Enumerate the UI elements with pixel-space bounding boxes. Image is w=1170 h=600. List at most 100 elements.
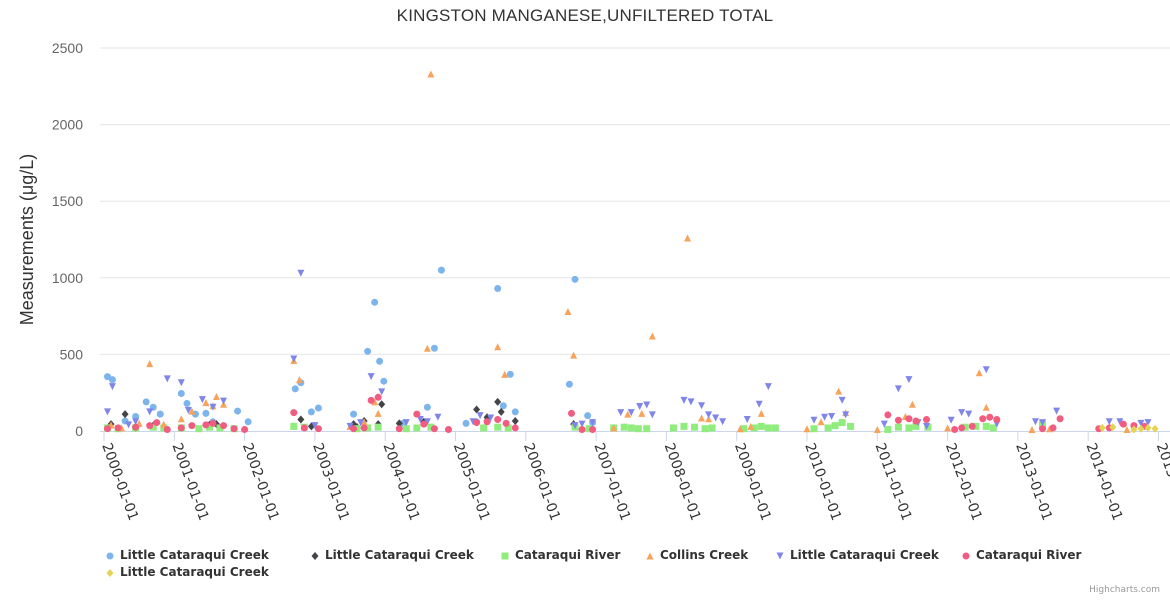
legend-item[interactable]: Cataraqui River xyxy=(962,548,1081,562)
data-point xyxy=(297,415,305,424)
data-point xyxy=(750,424,758,432)
data-point xyxy=(497,407,505,416)
data-point xyxy=(402,425,410,433)
data-point xyxy=(1053,407,1061,415)
x-tick-label: 2009-01-01 xyxy=(731,441,774,523)
data-point xyxy=(160,420,168,428)
data-point xyxy=(177,389,185,397)
data-point xyxy=(290,422,298,430)
data-point xyxy=(423,403,431,411)
data-point xyxy=(202,399,210,407)
y-tick-label: 0 xyxy=(75,423,83,439)
data-point xyxy=(578,420,586,428)
data-point xyxy=(374,393,382,401)
data-point xyxy=(705,411,713,419)
x-tick-label: 2012-01-01 xyxy=(942,441,985,523)
data-point xyxy=(395,419,403,428)
data-point xyxy=(1151,424,1159,433)
data-point xyxy=(691,423,699,431)
legend-item[interactable]: Little Cataraqui Creek xyxy=(776,548,939,562)
data-point xyxy=(494,423,502,431)
x-tick-label: 2015-01-01 xyxy=(1153,441,1170,523)
data-point xyxy=(198,396,206,404)
x-tick-label: 2006-01-01 xyxy=(520,441,563,523)
data-point xyxy=(502,419,510,427)
data-point xyxy=(1098,423,1106,432)
data-point xyxy=(311,422,319,430)
data-point xyxy=(314,404,322,412)
y-tick-label: 500 xyxy=(60,346,84,362)
triangle-marker-icon xyxy=(646,552,654,559)
data-point xyxy=(648,411,656,419)
legend-item[interactable]: Little Cataraqui Creek xyxy=(311,548,474,562)
data-point xyxy=(476,412,484,420)
legend-symbol xyxy=(311,551,319,560)
legend-item[interactable]: Little Cataraqui Creek xyxy=(106,565,269,579)
data-point xyxy=(743,416,751,424)
diamond-marker-icon xyxy=(106,568,114,577)
data-point xyxy=(462,419,470,427)
data-point xyxy=(212,393,220,401)
data-point xyxy=(961,423,969,431)
legend-label: Little Cataraqui Creek xyxy=(325,548,474,562)
data-point xyxy=(643,425,651,433)
data-point xyxy=(979,415,987,423)
legend-label: Cataraqui River xyxy=(515,548,621,562)
data-point xyxy=(290,409,298,417)
data-point xyxy=(378,400,386,409)
data-point xyxy=(290,355,298,363)
x-tick-label: 2014-01-01 xyxy=(1082,441,1125,523)
data-point xyxy=(241,425,249,433)
x-tick-label: 2005-01-01 xyxy=(450,441,493,523)
data-point xyxy=(132,412,140,420)
data-point xyxy=(108,383,116,391)
data-point xyxy=(578,425,586,433)
data-point xyxy=(564,308,572,316)
data-point xyxy=(912,417,920,425)
data-point xyxy=(374,423,382,431)
data-point xyxy=(982,403,990,411)
data-point xyxy=(511,417,519,426)
credits-link[interactable]: Highcharts.com xyxy=(1089,585,1160,595)
data-point xyxy=(905,424,913,432)
legend-symbol xyxy=(776,552,784,559)
data-point xyxy=(371,398,379,406)
data-point xyxy=(307,408,315,416)
legend-item[interactable]: Collins Creek xyxy=(646,548,748,562)
data-point xyxy=(487,414,495,422)
data-point xyxy=(638,409,646,417)
data-point xyxy=(1116,418,1124,426)
data-point xyxy=(567,409,575,417)
data-point xyxy=(803,425,811,433)
data-point xyxy=(585,425,593,433)
circle-marker-icon xyxy=(962,552,970,559)
data-point xyxy=(346,422,354,430)
data-point xyxy=(589,425,597,433)
data-point xyxy=(847,422,855,430)
diamond-marker-icon xyxy=(311,551,319,560)
data-point xyxy=(636,402,644,410)
data-point xyxy=(430,425,438,433)
data-point xyxy=(740,425,748,433)
data-point xyxy=(912,422,920,430)
data-point xyxy=(1056,415,1064,423)
legend-item[interactable]: Little Cataraqui Creek xyxy=(106,548,269,562)
x-tick-label: 2008-01-01 xyxy=(661,441,704,523)
data-point xyxy=(216,424,224,432)
data-point xyxy=(499,402,507,410)
y-tick-label: 2000 xyxy=(52,117,83,133)
data-point xyxy=(643,401,651,409)
data-point xyxy=(1039,425,1047,433)
data-point xyxy=(125,421,133,429)
series-0 xyxy=(104,266,597,427)
data-point xyxy=(719,418,727,426)
x-tick-label: 2002-01-01 xyxy=(239,441,282,523)
legend-symbol xyxy=(962,552,970,559)
data-point xyxy=(1109,423,1117,432)
data-point xyxy=(817,418,825,426)
legend-item[interactable]: Cataraqui River xyxy=(501,548,620,562)
data-point xyxy=(831,422,839,430)
data-point xyxy=(423,418,431,426)
data-point xyxy=(244,418,252,426)
data-point xyxy=(951,425,959,433)
